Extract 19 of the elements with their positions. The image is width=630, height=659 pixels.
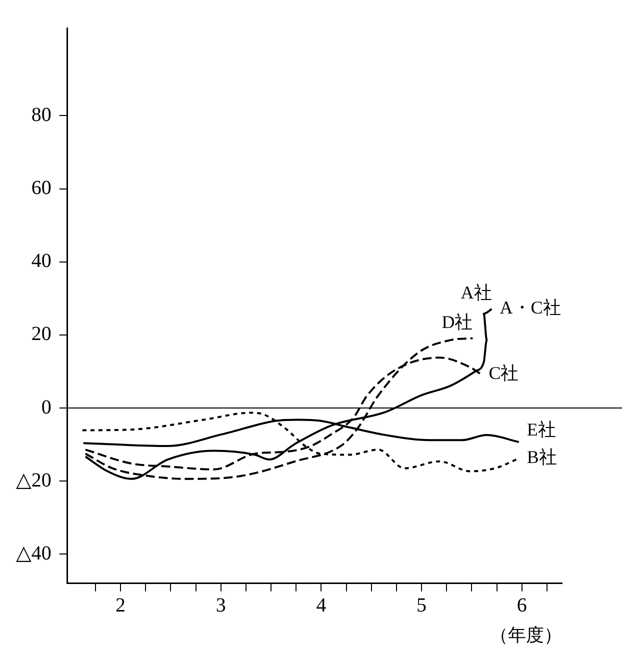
y-tick-label: 0: [41, 396, 52, 418]
y-tick-label: 20: [31, 323, 52, 346]
x-tick-label: 5: [416, 594, 427, 617]
x-tick-label: 6: [516, 594, 527, 617]
x-tick-label: 3: [216, 594, 226, 617]
series-label: B社: [526, 447, 557, 468]
series-label: E社: [526, 420, 556, 440]
annotation: A・C社: [500, 298, 561, 318]
x-tick-label: 4: [316, 594, 326, 617]
series-label: A社: [460, 282, 492, 303]
y-tick-label: 80: [31, 104, 52, 126]
x-axis-title: （年度）: [490, 624, 562, 645]
y-tick-label: △20: [16, 469, 52, 492]
series-label: D社: [442, 312, 473, 332]
y-tick-label: 60: [31, 177, 52, 200]
y-tick-label: △40: [16, 542, 52, 564]
series-label: C社: [488, 362, 519, 383]
y-tick-label: 40: [31, 250, 52, 272]
x-tick-label: 2: [116, 594, 126, 617]
